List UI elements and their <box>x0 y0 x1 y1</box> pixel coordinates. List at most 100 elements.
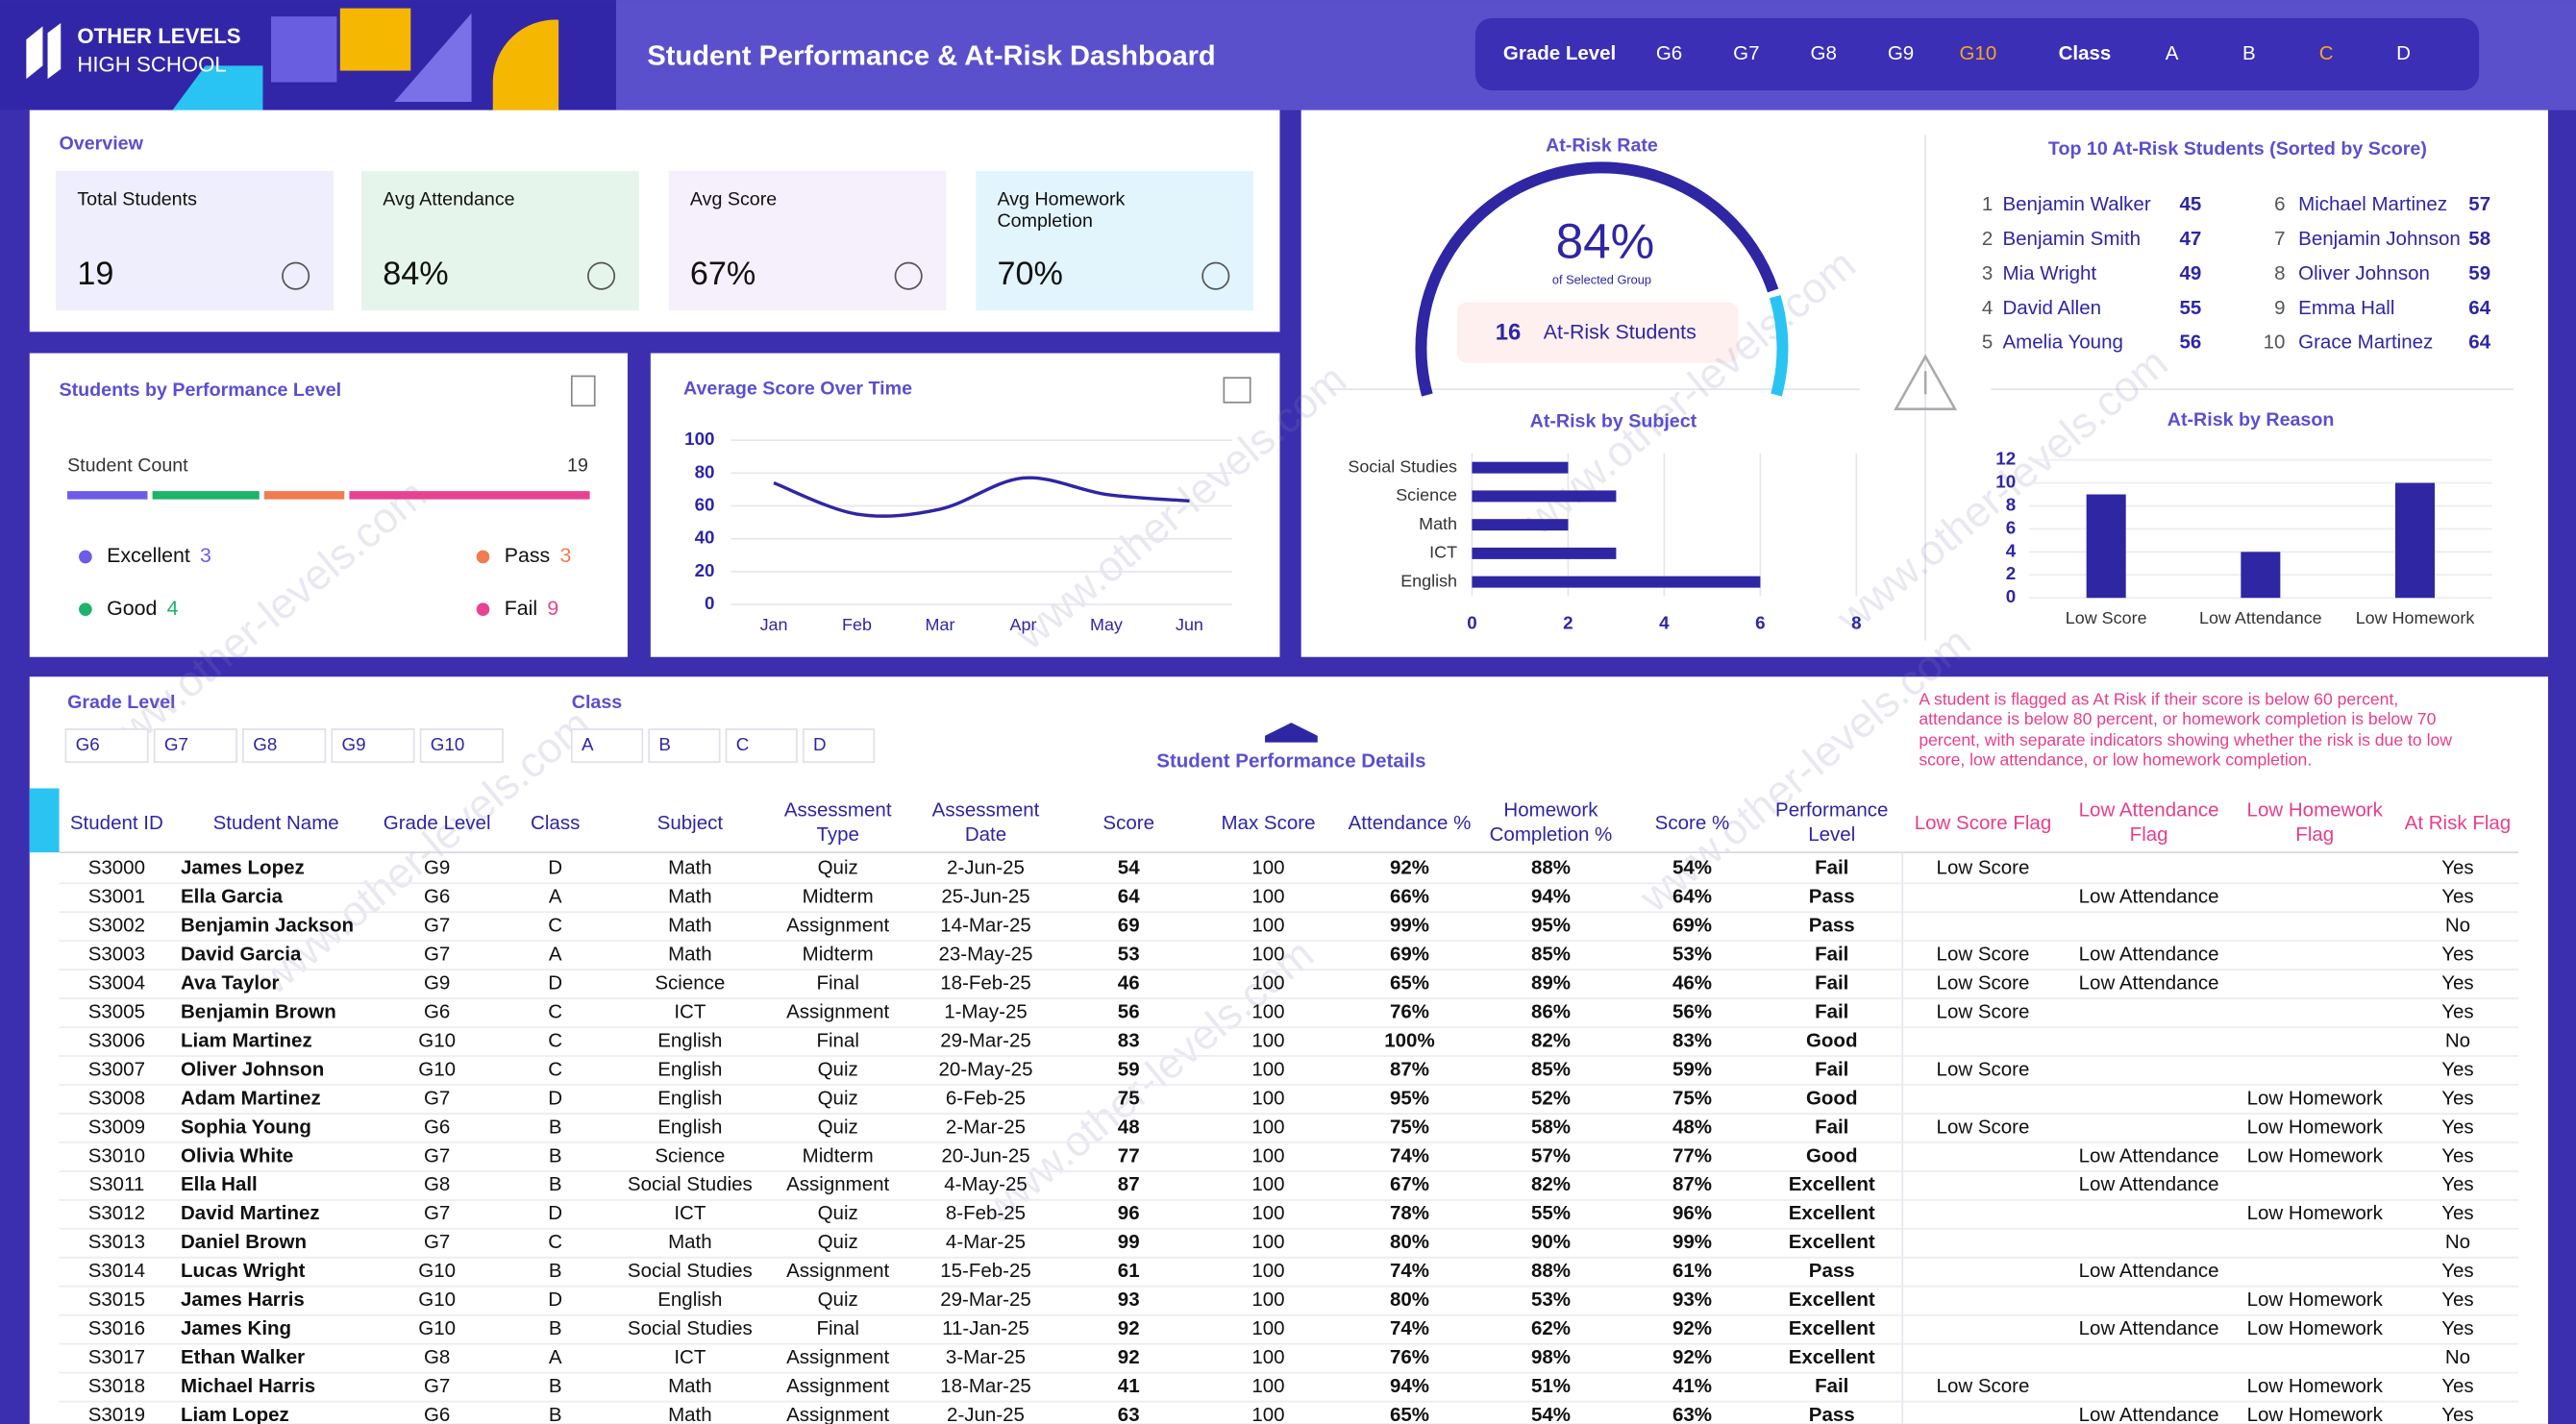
slicer-item[interactable]: G9 <box>1888 42 1914 64</box>
slicer-button[interactable] <box>648 728 721 763</box>
slicer-item[interactable]: A <box>582 734 594 754</box>
slicer-button[interactable] <box>64 728 149 763</box>
cell: C <box>548 1029 562 1051</box>
cell: B <box>549 1317 562 1339</box>
cell: Math <box>668 944 712 966</box>
slicer-button[interactable] <box>570 728 644 763</box>
kpi-icon <box>1201 261 1230 290</box>
y-tick-label: 0 <box>705 593 714 613</box>
cell: 83 <box>1118 1029 1140 1051</box>
slicer-label: Grade Level <box>1503 42 1616 64</box>
bar <box>2241 552 2281 599</box>
cell: Science <box>655 1144 725 1166</box>
cell: Yes <box>2441 1260 2473 1282</box>
cell: D <box>548 1202 562 1224</box>
slicer-item[interactable]: G7 <box>164 734 188 754</box>
cell: S3017 <box>88 1346 145 1368</box>
cell: 57% <box>1531 1144 1571 1166</box>
cell: S3002 <box>88 915 145 937</box>
cell: 18-Mar-25 <box>940 1375 1031 1397</box>
x-tick-label: 6 <box>1755 613 1765 633</box>
y-tick-label: 8 <box>2006 494 2016 514</box>
y-tick-label: Science <box>1396 485 1457 504</box>
cell: 61% <box>1672 1260 1712 1282</box>
slicer-item[interactable]: G6 <box>76 734 100 754</box>
slicer-button[interactable] <box>725 728 798 763</box>
cell: 100 <box>1251 1260 1284 1282</box>
warning-icon <box>1894 354 1958 410</box>
cell: A <box>549 944 562 966</box>
legend-dot <box>476 602 490 617</box>
slicer-button[interactable] <box>331 728 415 763</box>
kpi-card <box>361 170 639 311</box>
cell: Low Attendance <box>2079 971 2219 994</box>
slicer-item[interactable]: G8 <box>253 734 277 754</box>
cell: G6 <box>424 886 450 908</box>
cell: 55% <box>1531 1202 1571 1224</box>
level-segment <box>263 491 345 500</box>
cell: G10 <box>418 1058 456 1080</box>
cell: 74% <box>1390 1260 1429 1282</box>
cell: Yes <box>2441 1404 2473 1424</box>
cell: S3012 <box>88 1202 145 1224</box>
slicer-item[interactable]: D <box>2396 42 2411 64</box>
y-tick-label: 2 <box>2006 563 2016 583</box>
rank: 8 <box>2274 262 2285 284</box>
slicer-item[interactable]: G10 <box>431 734 465 754</box>
cell: 100 <box>1251 915 1284 937</box>
slicer-item[interactable]: G10 <box>1959 42 1996 64</box>
cell: Fail <box>1815 1116 1848 1138</box>
rank: 5 <box>1982 331 1993 354</box>
slicer-item[interactable]: B <box>2242 42 2256 64</box>
slicer-button[interactable] <box>153 728 237 763</box>
cell: Low Score <box>1937 1000 2030 1022</box>
slicer-item[interactable]: G6 <box>1656 42 1682 64</box>
cell: James Lopez <box>181 857 305 879</box>
school-name: HIGH SCHOOL <box>77 52 226 76</box>
cell: 100 <box>1251 1202 1284 1224</box>
slicer-item[interactable]: C <box>2319 42 2334 64</box>
cell: 64% <box>1672 886 1712 908</box>
cell: G7 <box>424 1144 450 1166</box>
cell: 15-Feb-25 <box>940 1260 1031 1282</box>
cell: G6 <box>424 1116 450 1138</box>
cell: 87 <box>1118 1173 1140 1195</box>
slicer-button[interactable] <box>419 728 504 763</box>
slicer-item[interactable]: C <box>736 734 750 754</box>
cell: G7 <box>424 944 450 966</box>
cell: 69% <box>1672 915 1712 937</box>
column-header: Class <box>531 810 581 834</box>
cell: 53% <box>1531 1289 1571 1311</box>
kpi-icon <box>894 261 923 290</box>
cell: 78% <box>1390 1202 1429 1224</box>
student-name: Benjamin Smith <box>2002 228 2141 250</box>
cell: Yes <box>2441 944 2473 966</box>
slicer-item[interactable]: B <box>658 734 671 754</box>
cell: Math <box>668 1404 712 1424</box>
cell: 2-Jun-25 <box>947 857 1025 879</box>
slicer-item[interactable]: A <box>2166 42 2179 64</box>
slicer-item[interactable]: G7 <box>1733 42 1759 64</box>
rank: 10 <box>2264 331 2286 354</box>
cell: B <box>549 1116 562 1138</box>
slicer-item[interactable]: G8 <box>1811 42 1837 64</box>
cell: Pass <box>1809 915 1855 937</box>
slicer-item[interactable]: D <box>813 734 827 754</box>
cell: B <box>549 1144 562 1166</box>
slicer-button[interactable] <box>242 728 327 763</box>
slicer-item[interactable]: G9 <box>342 734 366 754</box>
y-tick-label: 20 <box>695 560 715 580</box>
cell: James King <box>181 1317 291 1339</box>
column-header-box: Score <box>1102 811 1154 834</box>
cell: 4-May-25 <box>944 1173 1028 1195</box>
cell: Sophia Young <box>181 1116 311 1138</box>
bar <box>1472 461 1569 474</box>
cell: 92 <box>1118 1317 1140 1339</box>
column-header-box: Student Name <box>213 811 339 834</box>
title: Student Performance & At-Risk Dashboard <box>647 41 1215 72</box>
cell: Liam Martinez <box>181 1029 312 1051</box>
slicer-button[interactable] <box>802 728 876 763</box>
cell: 2-Mar-25 <box>946 1116 1026 1138</box>
school-name: OTHER LEVELS <box>77 24 240 48</box>
column-header-box: Class <box>531 810 581 834</box>
